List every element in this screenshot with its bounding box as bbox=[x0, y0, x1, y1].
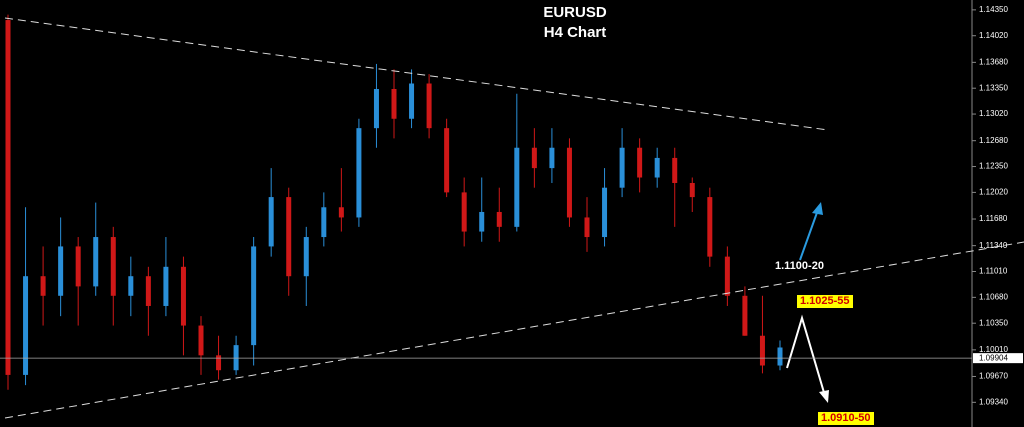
candle-body bbox=[93, 237, 99, 287]
y-tick-label: 1.09670 bbox=[979, 372, 1008, 381]
candle-body bbox=[549, 147, 555, 169]
candle-body bbox=[268, 197, 274, 247]
annotation: 1.1100-20 bbox=[775, 260, 824, 272]
candle-body bbox=[338, 207, 344, 218]
candle-body bbox=[321, 207, 327, 238]
chart-subtitle: H4 Chart bbox=[544, 24, 607, 41]
candle-body bbox=[724, 256, 730, 296]
y-tick-label: 1.11680 bbox=[979, 214, 1008, 223]
y-tick-label: 1.14020 bbox=[979, 31, 1008, 40]
candle-body bbox=[391, 88, 397, 119]
candle-body bbox=[216, 355, 222, 371]
candle-body bbox=[426, 83, 432, 129]
candle-body bbox=[742, 295, 748, 336]
y-tick-label: 1.13020 bbox=[979, 109, 1008, 118]
candle-body bbox=[356, 128, 362, 218]
candle-body bbox=[759, 335, 765, 366]
candle-body bbox=[145, 276, 151, 306]
candle-body bbox=[180, 266, 186, 326]
candle-body bbox=[479, 211, 485, 232]
y-tick-label: 1.10350 bbox=[979, 318, 1008, 327]
chart-title: EURUSD bbox=[543, 4, 607, 21]
candle-body bbox=[444, 128, 450, 193]
y-tick-label: 1.14350 bbox=[979, 5, 1008, 14]
candle-body bbox=[514, 147, 520, 227]
y-tick-label: 1.12020 bbox=[979, 187, 1008, 196]
candle-body bbox=[5, 20, 11, 375]
candle-body bbox=[777, 347, 783, 366]
candle-body bbox=[637, 147, 643, 178]
y-tick-label: 1.10680 bbox=[979, 292, 1008, 301]
candle-body bbox=[707, 197, 713, 257]
y-tick-label: 1.11340 bbox=[979, 241, 1008, 250]
candle-body bbox=[373, 88, 379, 129]
candle-body bbox=[672, 157, 678, 183]
candle-body bbox=[163, 266, 169, 306]
candle-body bbox=[251, 246, 257, 346]
candle-body bbox=[23, 276, 29, 375]
y-tick-label: 1.13350 bbox=[979, 83, 1008, 92]
candle-body bbox=[496, 211, 502, 227]
candle-body bbox=[566, 147, 572, 218]
candle-body bbox=[233, 345, 239, 371]
candle-body bbox=[286, 197, 292, 277]
y-tick-label: 1.13680 bbox=[979, 57, 1008, 66]
trend-line bbox=[4, 17, 829, 131]
candle-body bbox=[303, 237, 309, 277]
candle-body bbox=[619, 147, 625, 188]
current-price-box bbox=[973, 353, 1023, 364]
y-tick-label: 1.12680 bbox=[979, 136, 1008, 145]
plot-area bbox=[5, 14, 783, 390]
candle-body bbox=[584, 217, 590, 238]
annotation: 1.1025-55 bbox=[797, 295, 853, 308]
y-tick-label: 1.12350 bbox=[979, 162, 1008, 171]
candle-body bbox=[40, 276, 46, 296]
candle-body bbox=[75, 246, 81, 287]
candle-body bbox=[110, 237, 116, 296]
y-tick-label: 1.10010 bbox=[979, 345, 1008, 354]
candle-body bbox=[531, 147, 537, 169]
candle-body bbox=[654, 157, 660, 178]
current-price-label: 1.09904 bbox=[979, 353, 1008, 362]
arrow-head bbox=[812, 202, 823, 215]
annotation: 1.0910-50 bbox=[818, 412, 874, 425]
candle-body bbox=[58, 246, 64, 296]
arrow-head bbox=[819, 390, 829, 403]
candle-body bbox=[602, 187, 608, 238]
y-tick-label: 1.11010 bbox=[979, 267, 1008, 276]
candle-body bbox=[461, 192, 467, 232]
candle-body bbox=[689, 182, 695, 198]
arrow-path bbox=[786, 314, 826, 397]
trend-line bbox=[4, 241, 1024, 419]
arrow-up bbox=[799, 206, 820, 261]
y-tick-label: 1.09340 bbox=[979, 397, 1008, 406]
candle-body bbox=[409, 83, 415, 119]
candle-body bbox=[128, 276, 134, 296]
candle-body bbox=[198, 325, 204, 356]
